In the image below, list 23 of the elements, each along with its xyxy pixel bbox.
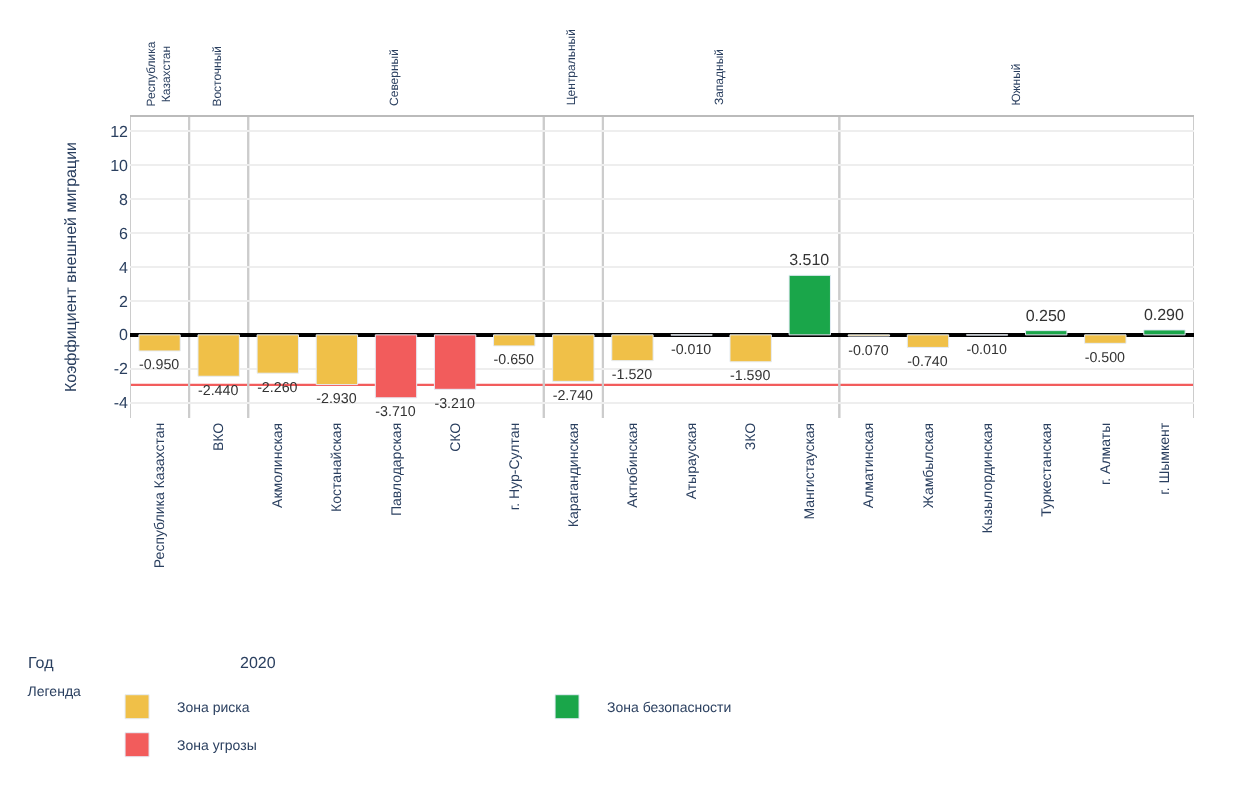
- bar: [729, 334, 772, 363]
- y-tick-label: -2: [113, 360, 130, 379]
- y-tick-label: 0: [119, 326, 130, 345]
- bar: [1025, 330, 1068, 336]
- bar: [493, 334, 536, 347]
- bar: [906, 334, 950, 348]
- bar: [138, 334, 181, 352]
- y-tick-label: 6: [119, 224, 130, 243]
- y-tick-label: 12: [110, 122, 130, 141]
- y-tick-label: 4: [119, 258, 130, 277]
- bar: [1084, 334, 1127, 344]
- y-tick-label: 8: [119, 190, 130, 209]
- data-label: 0.250: [1025, 306, 1067, 325]
- y-tick-label: 10: [110, 156, 130, 175]
- bar: [1143, 329, 1186, 336]
- y-axis-title: Коэффициент внешней миграции: [61, 141, 80, 393]
- data-label: 3.510: [789, 251, 831, 270]
- bar: [611, 334, 654, 362]
- y-tick-label: -4: [113, 394, 130, 413]
- text: Год: [28, 654, 55, 672]
- y-tick-label: 2: [119, 292, 130, 311]
- text: 2020: [240, 654, 277, 672]
- data-label: 0.290: [1143, 305, 1186, 324]
